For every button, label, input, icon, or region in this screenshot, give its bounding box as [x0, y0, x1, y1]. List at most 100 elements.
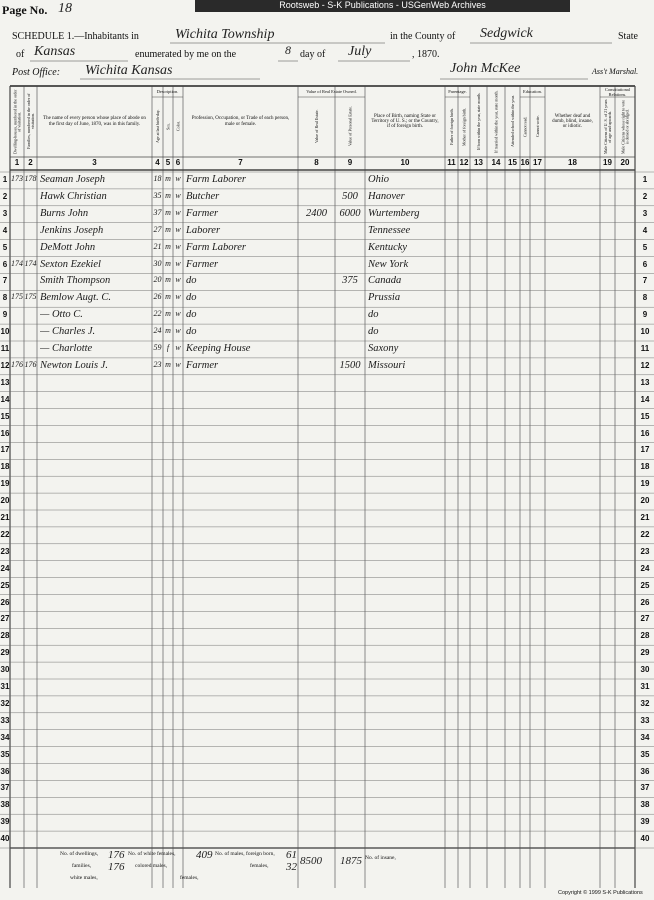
row-number: 16 [640, 428, 650, 438]
footer-personal-estate-total: 1875 [340, 855, 362, 867]
county: Sedgwick [480, 26, 533, 41]
column-number: 10 [400, 158, 410, 167]
row-number: 3 [2, 208, 8, 218]
row-number: 21 [640, 513, 650, 522]
row-number: 24 [0, 563, 10, 573]
column-number: 18 [568, 158, 577, 167]
entry-birthplace: Tennessee [368, 225, 411, 236]
entry-age: 24 [153, 327, 162, 336]
entry-sex: m [165, 276, 171, 285]
entry-personal-estate: 500 [342, 191, 358, 202]
column-heading: Value of Personal Estate. [346, 106, 352, 147]
entry-color: w [175, 191, 181, 200]
band [195, 0, 570, 12]
entry-name: Sexton Ezekiel [40, 259, 101, 270]
row-number: 18 [640, 462, 650, 472]
column-heading: Color. [174, 121, 180, 132]
footer-families: 176 [108, 861, 125, 873]
row-number: 10 [0, 327, 10, 337]
row-number: 20 [0, 496, 10, 506]
entry-occupation: do [186, 276, 197, 287]
row-number: 5 [2, 242, 8, 252]
column-heading: Father of foreign birth. [448, 108, 454, 145]
group-heading: Description. [156, 89, 179, 95]
entry-birthplace: do [368, 327, 379, 338]
column-heading: If born within the year, state month. [475, 92, 481, 151]
entry-color: w [175, 175, 181, 183]
entry-real-estate: 2400 [306, 208, 327, 219]
entry-sex: f [166, 344, 170, 352]
post-office-label: Post Office: [12, 67, 61, 78]
row-number: 32 [0, 698, 10, 708]
row-number: 23 [640, 546, 650, 556]
entry-color: w [175, 242, 181, 251]
row-number: 20 [640, 496, 650, 506]
footer-white-males-label: white males, [70, 875, 98, 881]
township: Wichita Township [175, 27, 275, 42]
state: Kansas [34, 44, 76, 59]
column-heading: Profession, Occupation, or Trade of each… [191, 116, 290, 127]
footer-white-females-label: No. of white females, [128, 851, 176, 857]
column-heading: Whether deaf and dumb, blind, insane, or… [552, 113, 593, 130]
entry-birthplace: Prussia [368, 293, 401, 304]
column-number: 6 [175, 158, 181, 167]
row-number: 40 [0, 834, 10, 844]
footer-white-females: 409 [196, 849, 213, 861]
column-heading: Male Citizens whose right to vote is den… [619, 99, 629, 154]
entry-age: 35 [153, 191, 162, 200]
footer-colored-females-label: females, [180, 875, 199, 881]
entry-name: — Otto C. [40, 310, 83, 321]
row-number: 15 [640, 411, 650, 421]
row-number: 13 [640, 377, 650, 387]
row-number: 1 [642, 175, 648, 184]
footer-dwellings: 176 [108, 849, 125, 861]
row-number: 26 [0, 597, 10, 607]
row-number: 14 [640, 394, 650, 404]
row-number: 37 [640, 783, 650, 793]
row-number: 9 [642, 310, 648, 320]
entry-dwelling: 176 [11, 360, 23, 369]
footer-foreign-females: 32 [286, 861, 297, 873]
entry-personal-estate: 6000 [339, 208, 361, 219]
group-heading: Constitutional Relations. [605, 88, 630, 97]
page-number: 18 [58, 1, 72, 16]
entry-color: w [175, 293, 181, 302]
footer-families-label: families, [72, 863, 92, 869]
row-number: 13 [0, 377, 10, 387]
row-number: 27 [640, 614, 650, 624]
row-number: 25 [0, 580, 10, 590]
entry-age: 30 [153, 259, 162, 268]
column-number: 17 [533, 158, 542, 167]
row-number: 27 [0, 614, 10, 624]
row-number: 21 [0, 513, 10, 522]
row-number: 11 [0, 344, 10, 353]
of-label: of [16, 49, 25, 60]
column-heading: Value of Real Estate. [313, 109, 319, 144]
entry-sex: m [165, 293, 171, 302]
entry-name: Burns John [40, 208, 89, 219]
row-number: 5 [642, 242, 648, 252]
entry-dwelling: 173 [11, 175, 23, 183]
entry-family: 175 [24, 293, 37, 302]
entry-birthplace: Kentucky [368, 242, 408, 253]
entry-birthplace: Saxony [368, 344, 399, 354]
entry-occupation: Butcher [186, 191, 220, 202]
row-number: 33 [0, 715, 10, 725]
entry-dwelling: 174 [11, 259, 23, 268]
entry-occupation: Farm Laborer [186, 242, 246, 253]
entry-birthplace: Missouri [368, 360, 406, 371]
row-number: 19 [0, 479, 10, 489]
entry-name: Bemlow Augt. C. [40, 293, 111, 304]
entry-color: w [175, 310, 181, 319]
entry-personal-estate: 1500 [339, 360, 361, 371]
row-number: 2 [642, 191, 648, 201]
column-heading: Dwelling-houses, numbered in the order o… [11, 89, 21, 154]
entry-color: w [175, 208, 181, 217]
entry-name: Seaman Joseph [40, 175, 106, 185]
entry-name: Smith Thompson [40, 276, 111, 287]
entry-name: DeMott John [40, 242, 96, 253]
entry-sex: m [165, 191, 171, 200]
row-number: 39 [0, 817, 10, 827]
entry-occupation: Farmer [186, 208, 219, 219]
page-label: Page No. [2, 3, 48, 17]
